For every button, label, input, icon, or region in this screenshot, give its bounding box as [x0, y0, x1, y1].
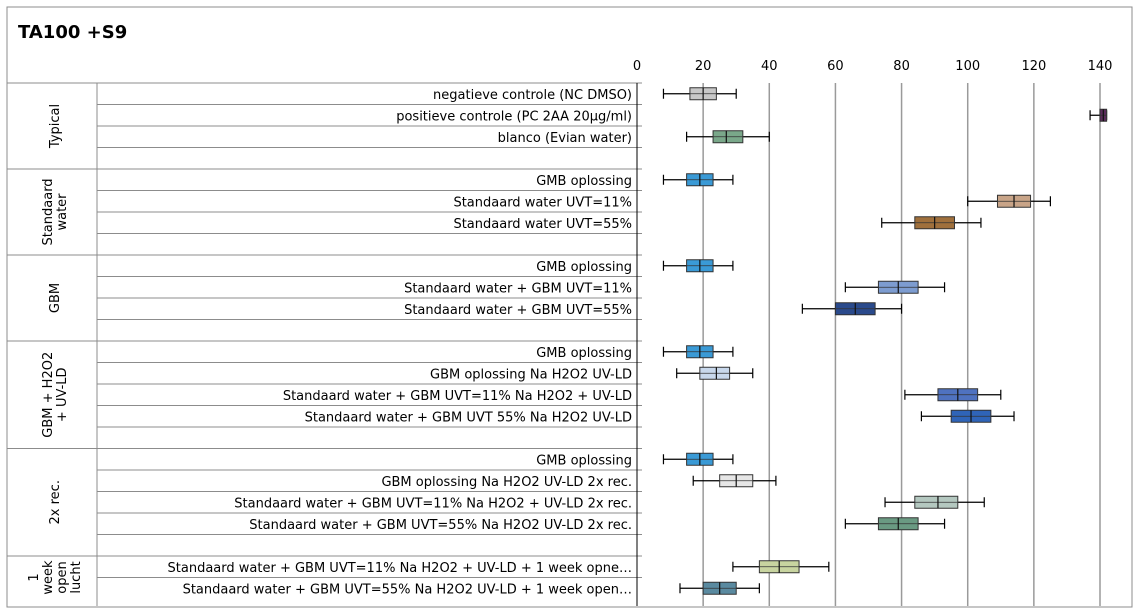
- row-label: Standaard water + GBM UVT=11% Na H2O2 + …: [168, 561, 632, 576]
- row-label: positieve controle (PC 2AA 20µg/ml): [396, 109, 632, 124]
- x-tick-label: 60: [827, 59, 844, 74]
- group-label-line: GBM + H2O2: [41, 352, 56, 438]
- group-label: Typical: [48, 104, 63, 149]
- x-tick-label: 40: [761, 59, 778, 74]
- x-tick-label: 120: [1021, 59, 1046, 74]
- group-label: GBM + H2O2+ UV-LD: [41, 352, 70, 438]
- row-label: GBM oplossing Na H2O2 UV-LD: [430, 367, 632, 382]
- group-label-line: GBM: [48, 283, 63, 313]
- group-label: 1weekopenlucht: [27, 560, 84, 595]
- group-label-line: + UV-LD: [55, 367, 70, 422]
- row-label: Standaard water + GBM UVT=11% Na H2O2 + …: [234, 496, 632, 511]
- row-label: negatieve controle (NC DMSO): [433, 88, 632, 103]
- group-label-line: 2x rec.: [48, 480, 63, 524]
- chart-title: TA100 +S9: [18, 22, 127, 43]
- x-tick-label: 80: [893, 59, 910, 74]
- x-axis: 0 20 40 60 80 100 120 140: [633, 59, 1113, 606]
- row-label: blanco (Evian water): [498, 131, 632, 146]
- group-label-line: Typical: [48, 104, 63, 149]
- x-tick-label: 100: [955, 59, 980, 74]
- row-label: GMB oplossing: [536, 346, 632, 361]
- row-label: Standaard water + GBM UVT 55% Na H2O2 UV…: [305, 410, 632, 425]
- row-label: GMB oplossing: [536, 260, 632, 275]
- x-tick-label: 20: [695, 59, 712, 74]
- category-table: negatieve controle (NC DMSO) positieve co…: [7, 82, 642, 606]
- group-label-line: Standaard: [41, 178, 56, 245]
- row-label: GBM oplossing Na H2O2 UV-LD 2x rec.: [381, 475, 632, 490]
- group-label: GBM: [48, 283, 63, 313]
- row-label: Standaard water + GBM UVT=55% Na H2O2 UV…: [249, 518, 632, 533]
- group-label-line: water: [55, 193, 70, 231]
- row-label: Standaard water + GBM UVT=55% Na H2O2 UV…: [183, 582, 632, 597]
- group-label: 2x rec.: [48, 480, 63, 524]
- row-label: Standaard water UVT=55%: [453, 217, 632, 232]
- group-label-line: lucht: [69, 561, 84, 593]
- row-label: Standaard water + GBM UVT=11%: [404, 281, 632, 296]
- row-label: GMB oplossing: [536, 174, 632, 189]
- row-label: Standaard water UVT=11%: [453, 195, 632, 210]
- boxplot-layer: [662, 87, 1108, 595]
- x-tick-label: 0: [633, 59, 641, 74]
- x-tick-label: 140: [1088, 59, 1113, 74]
- group-label-line: 1: [27, 573, 42, 581]
- row-label: Standaard water + GBM UVT=55%: [404, 303, 632, 318]
- row-label: Standaard water + GBM UVT=11% Na H2O2 + …: [283, 389, 632, 404]
- group-label-line: open: [55, 561, 70, 593]
- group-label: Standaardwater: [41, 178, 70, 245]
- row-label: GMB oplossing: [536, 453, 632, 468]
- group-label-line: week: [41, 560, 56, 595]
- grid-layer: [702, 83, 1101, 606]
